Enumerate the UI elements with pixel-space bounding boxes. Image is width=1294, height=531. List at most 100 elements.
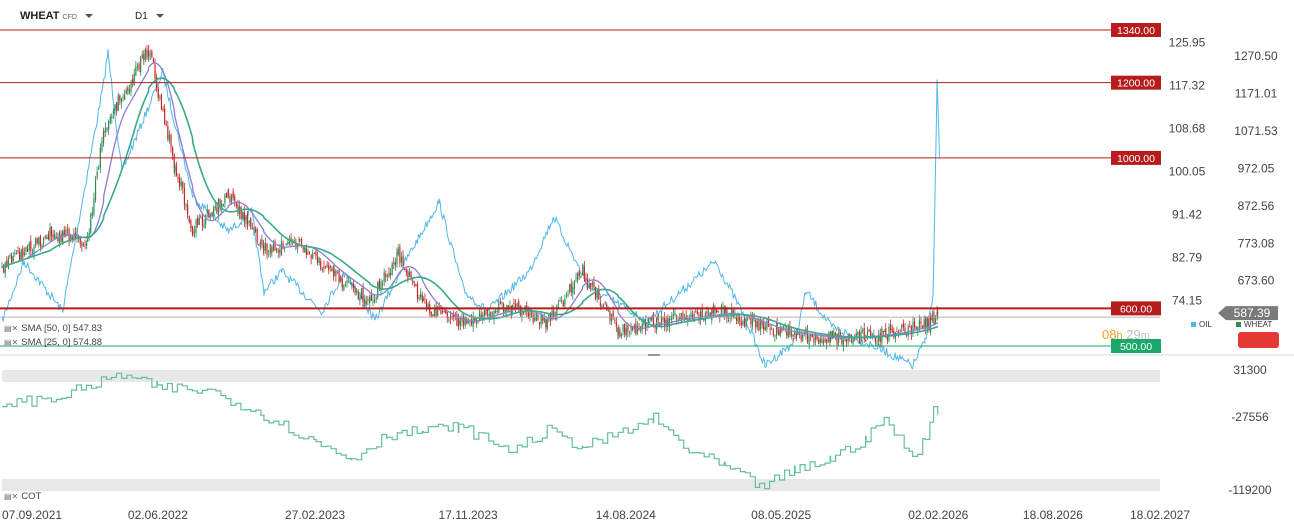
- wheat-candle: [596, 291, 598, 298]
- sma50-indicator[interactable]: ▤✕ SMA [50, 0] 547.83: [4, 323, 102, 334]
- wheat-candle: [183, 187, 186, 206]
- wheat-candle: [373, 299, 376, 302]
- wheat-candle: [761, 320, 763, 325]
- wheat-candle: [672, 313, 674, 317]
- wheat-candle: [148, 50, 150, 53]
- x-axis-tick: 27.02.2023: [285, 508, 345, 522]
- wheat-candle: [12, 256, 14, 262]
- wheat-candle: [329, 266, 331, 268]
- wheat-candle: [357, 293, 359, 300]
- wheat-candle: [307, 251, 309, 255]
- wheat-candle: [182, 182, 184, 188]
- wheat-candle: [33, 247, 35, 255]
- price-level-label: 1200.00: [1117, 78, 1155, 90]
- interval-selector[interactable]: D1: [135, 11, 164, 22]
- wheat-candle: [151, 51, 153, 57]
- wheat-candle: [310, 255, 312, 259]
- wheat-candle: [408, 271, 411, 278]
- wheat-candle: [219, 199, 221, 207]
- wheat-candle: [792, 334, 794, 337]
- wheat-candle: [340, 279, 342, 281]
- wheat-candle: [352, 284, 355, 288]
- wheat-candle: [454, 315, 456, 317]
- wheat-candle: [351, 283, 353, 285]
- wheat-candle: [467, 320, 469, 324]
- wheat-candle: [396, 252, 398, 265]
- wheat-candle: [27, 249, 29, 252]
- sma25-indicator[interactable]: ▤✕ SMA [25, 0] 574.88: [4, 337, 102, 348]
- wheat-candle: [670, 319, 672, 321]
- wheat-candle: [627, 325, 629, 332]
- cot-top-band: [2, 370, 1160, 382]
- wheat-candle: [141, 54, 143, 59]
- trade-button[interactable]: [1238, 332, 1279, 348]
- wheat-candle: [323, 266, 325, 269]
- settings-icon[interactable]: ▤✕: [4, 492, 19, 501]
- wheat-candle: [540, 314, 542, 324]
- wheat-candle: [4, 263, 6, 274]
- wheat-candle: [743, 318, 746, 326]
- wheat-candle: [720, 306, 722, 315]
- wheat-candle: [179, 177, 181, 187]
- wheat-candle: [644, 319, 647, 331]
- wheat-candle: [583, 265, 585, 279]
- settings-icon[interactable]: ▤✕: [4, 324, 19, 333]
- wheat-candle: [380, 281, 382, 291]
- wheat-candle: [112, 111, 115, 114]
- wheat-candle: [679, 316, 681, 320]
- wheat-candle: [695, 311, 697, 313]
- wheat-candle: [420, 293, 422, 298]
- wheat-candle: [140, 57, 142, 73]
- oil-axis-tick: 82.79: [1172, 250, 1202, 264]
- wheat-candle: [312, 254, 314, 259]
- wheat-candle: [349, 282, 351, 284]
- wheat-candle: [816, 334, 818, 340]
- wheat-candle: [440, 310, 442, 314]
- wheat-candle: [570, 283, 572, 293]
- wheat-candle: [63, 230, 65, 236]
- wheat-candle: [206, 209, 208, 213]
- cot-indicator[interactable]: ▤✕ COT: [4, 491, 41, 502]
- wheat-candle: [274, 241, 276, 250]
- wheat-candle: [256, 228, 258, 242]
- wheat-candle: [564, 298, 566, 306]
- wheat-candle: [795, 333, 797, 339]
- wheat-candle: [240, 207, 242, 220]
- wheat-candle: [300, 239, 303, 246]
- wheat-candle: [572, 287, 574, 295]
- wheat-candle: [803, 333, 805, 335]
- settings-icon[interactable]: ▤✕: [4, 338, 19, 347]
- symbol-selector[interactable]: WHEAT CFD: [20, 10, 93, 22]
- wheat-candle: [654, 326, 656, 329]
- wheat-candle: [580, 275, 582, 278]
- wheat-candle: [66, 229, 69, 231]
- wheat-candle: [925, 317, 927, 329]
- wheat-candle: [478, 312, 481, 321]
- x-axis-tick: 02.02.2026: [908, 508, 968, 522]
- chevron-down-icon: [84, 14, 93, 19]
- sma25-label: SMA [25, 0] 574.88: [21, 337, 103, 348]
- wheat-candle: [690, 313, 692, 318]
- legend-wheat: WHEAT: [1236, 320, 1272, 329]
- wheat-candle: [205, 215, 207, 224]
- wheat-candle: [84, 244, 86, 246]
- wheat-candle: [472, 316, 474, 327]
- wheat-candle: [128, 89, 131, 94]
- wheat-candle: [138, 64, 140, 70]
- symbol-name: WHEAT: [20, 10, 60, 22]
- wheat-candle: [65, 229, 67, 236]
- wheat-candle: [39, 235, 41, 246]
- wheat-candle: [36, 237, 38, 244]
- wheat-candle: [418, 297, 420, 299]
- wheat-candle: [125, 89, 127, 95]
- wheat-candle: [846, 339, 848, 343]
- cot-axis-tick: -27556: [1231, 410, 1269, 424]
- wheat-candle: [703, 319, 705, 321]
- wheat-candle: [28, 242, 30, 250]
- wheat-candle: [15, 252, 17, 254]
- wheat-candle: [264, 242, 267, 251]
- cot-label: COT: [21, 491, 42, 502]
- wheat-candle: [9, 254, 11, 257]
- wheat-candle: [146, 49, 148, 58]
- wheat-candle: [921, 325, 924, 328]
